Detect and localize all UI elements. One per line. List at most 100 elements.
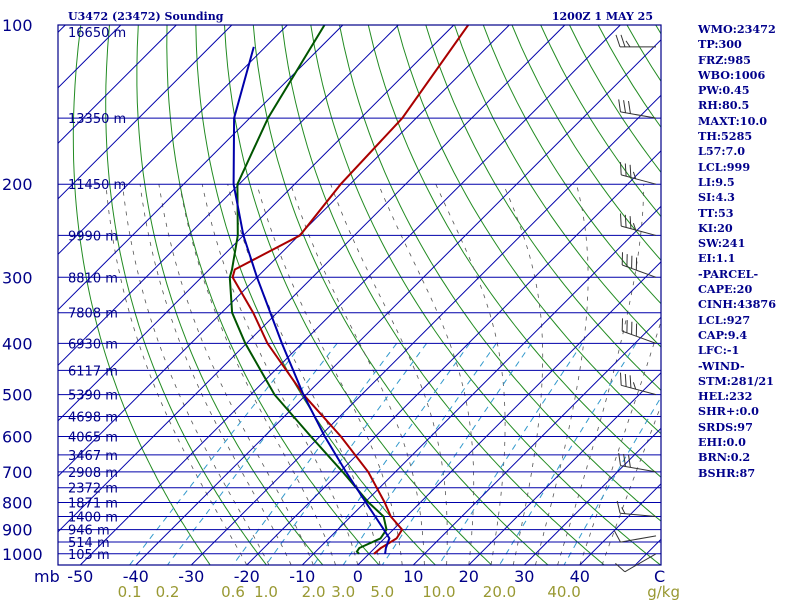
temperature-tick-label: 40: [570, 567, 590, 586]
isotherm: [58, 25, 344, 311]
mixing-ratio-tick-label: 5.0: [370, 583, 394, 600]
wind-barb: [616, 500, 657, 517]
wind-barb-staff: [620, 512, 657, 517]
isotherm: [0, 25, 10, 565]
dry-adiabat: [454, 25, 661, 348]
temperature-tick-label: -40: [123, 567, 149, 586]
index-value: PW:0.45: [698, 83, 750, 98]
index-value: CAPE:20: [698, 282, 753, 297]
index-value: BSHR:87: [698, 465, 756, 480]
dry-adiabat: [72, 25, 211, 565]
indices-panel: WMO:23472 TP:300 FRZ:985 WBO:1006 PW:0.45 RH:…: [698, 22, 800, 481]
wind-barb-flag: [621, 507, 626, 515]
index-value: LI:9.5: [698, 174, 735, 189]
dry-adiabat: [511, 25, 661, 262]
dry-adiabat: [136, 25, 324, 565]
pressure-tick-label: 800: [2, 494, 33, 513]
height-label: 4698 m: [68, 411, 118, 426]
wind-barb-flag: [620, 213, 622, 227]
wind-barb-flag: [629, 164, 632, 178]
moist-adiabat: [179, 184, 336, 565]
isotherm: [301, 205, 661, 565]
temperature-tick-label: 0: [353, 567, 363, 586]
height-label: 8810 m: [68, 271, 118, 286]
mixing-ratio-tick-label: 0.2: [156, 583, 180, 600]
parcel-path: [232, 46, 391, 554]
wind-barb-flag: [620, 34, 626, 48]
wind-barb: [618, 453, 657, 473]
dry-adiabat: [224, 25, 492, 565]
wind-barb-staff: [622, 264, 657, 278]
height-label: 13350 m: [68, 112, 126, 127]
temperature-tick-label: -50: [67, 567, 93, 586]
pressure-tick-label: 300: [2, 268, 33, 287]
wind-barb-flag: [628, 454, 631, 468]
dry-adiabat: [310, 25, 661, 565]
isotherm: [79, 25, 621, 565]
index-value: LCL:927: [698, 312, 751, 327]
temperature-tick-label: -10: [289, 567, 315, 586]
moist-adiabat: [158, 184, 314, 565]
height-label: 9990 m: [68, 229, 118, 244]
index-value: FRZ:985: [698, 52, 751, 67]
index-value: SHR+:0.0: [698, 404, 759, 419]
wind-barb-flag: [625, 40, 631, 48]
wind-barb-flag: [620, 162, 622, 175]
index-value: -WIND-: [698, 358, 745, 373]
index-value: L57:7.0: [698, 144, 746, 159]
valid-time: 1200Z 1 MAY 25: [552, 10, 653, 23]
mixing-ratio-line: [265, 343, 428, 565]
wind-barb-flag: [629, 375, 632, 388]
wind-barb-flag: [629, 216, 632, 229]
wind-barb-staff: [620, 465, 657, 473]
isotherm: [523, 427, 661, 565]
isotherm: [58, 25, 177, 145]
height-label: 5390 m: [68, 389, 118, 404]
pressure-tick-label: 700: [2, 463, 33, 482]
height-label: 1871 m: [68, 497, 118, 512]
index-value: MAXT:10.0: [698, 113, 768, 128]
isotherm: [58, 25, 233, 200]
height-label: 11450 m: [68, 178, 126, 193]
height-label: 1400 m: [68, 511, 118, 526]
mixing-ratio-tick-label: 2.0: [302, 583, 326, 600]
mixing-ratio-tick-label: 0.6: [221, 583, 245, 600]
height-label: 6117 m: [68, 364, 118, 379]
moist-adiabat: [227, 184, 381, 565]
wind-barb: [618, 99, 657, 119]
index-value: TH:5285: [698, 129, 753, 144]
height-label: 3467 m: [68, 449, 118, 464]
mixing-ratio-tick-label: 0.1: [118, 583, 142, 600]
isotherm: [468, 372, 661, 565]
index-value: CINH:43876: [698, 297, 776, 312]
dry-adiabat: [105, 25, 267, 565]
height-label: 7808 m: [68, 307, 118, 322]
temperature-tick-label: -20: [234, 567, 260, 586]
height-label: 105 m: [68, 548, 110, 563]
isotherm: [135, 39, 661, 565]
index-value: BRN:0.2: [698, 450, 751, 465]
isotherm: [357, 261, 661, 565]
wind-barb-flag: [632, 171, 637, 179]
wind-barb-flag: [614, 530, 621, 543]
mixing-ratio-tick-label: 40.0: [547, 583, 580, 600]
isotherm: [58, 25, 510, 478]
mixing-ratio-line: [381, 343, 532, 565]
height-label: 16650 m: [68, 26, 126, 41]
temperature-tick-label: 30: [514, 567, 534, 586]
isotherm: [412, 316, 661, 565]
dry-adiabat: [425, 25, 661, 391]
mixing-ratio-line: [167, 343, 338, 565]
index-value: -PARCEL-: [698, 266, 759, 281]
index-value: WBO:1006: [698, 67, 766, 82]
pressure-tick-label: 100: [2, 16, 33, 35]
wind-barb: [621, 318, 657, 344]
pressure-tick-label: 600: [2, 428, 33, 447]
dry-adiabat: [482, 25, 661, 305]
wind-barb-flag: [624, 373, 627, 387]
moist-adiabat: [435, 184, 506, 565]
pressure-tick-label: 500: [2, 386, 33, 405]
plot-frame: [57, 24, 662, 566]
wind-barb: [614, 530, 657, 543]
